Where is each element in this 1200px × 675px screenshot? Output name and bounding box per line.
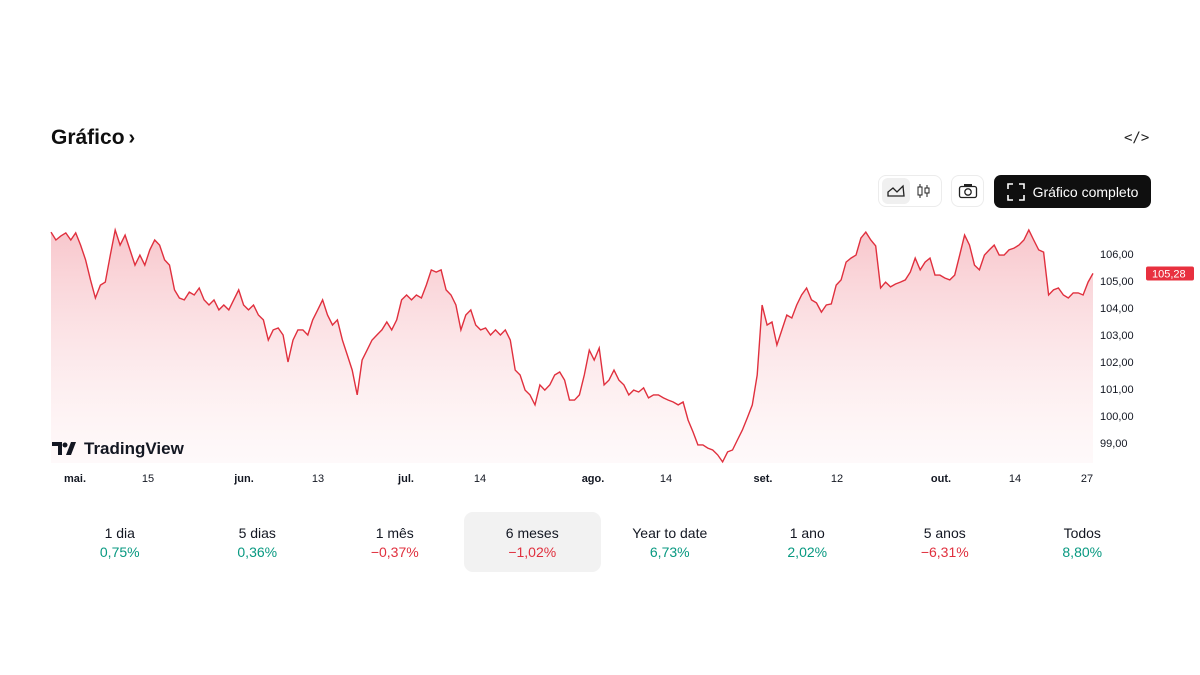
period-tab[interactable]: 6 meses −1,02% [463, 512, 601, 572]
full-chart-label: Gráfico completo [1032, 183, 1139, 200]
y-tick-label: 103,00 [1100, 330, 1134, 342]
period-label: 5 dias [238, 524, 276, 541]
x-tick-label: 15 [142, 473, 154, 485]
fullscreen-icon [1006, 182, 1025, 201]
full-chart-button[interactable]: Gráfico completo [994, 175, 1151, 208]
x-tick-label: 14 [474, 473, 486, 485]
y-tick-label: 105,00 [1100, 276, 1134, 288]
period-label: 1 dia [104, 524, 135, 541]
x-tick-label: 12 [831, 473, 843, 485]
y-tick-label: 99,00 [1100, 438, 1128, 450]
period-change: 2,02% [787, 543, 828, 560]
period-change: 6,73% [649, 543, 690, 560]
period-label: 1 mês [375, 524, 414, 541]
period-label: 5 anos [923, 524, 966, 541]
snapshot-button[interactable] [951, 175, 984, 207]
period-tab[interactable]: 5 anos −6,31% [876, 512, 1014, 572]
brand-name: TradingView [84, 439, 184, 458]
period-change: −1,02% [508, 543, 557, 560]
period-change: −0,37% [370, 543, 419, 560]
period-tab[interactable]: 5 dias 0,36% [189, 512, 327, 572]
period-label: Year to date [632, 524, 708, 541]
y-tick-label: 101,00 [1100, 384, 1134, 396]
chart-title: Gráfico [51, 126, 125, 149]
period-change: 0,36% [237, 543, 278, 560]
period-tab[interactable]: Year to date 6,73% [601, 512, 739, 572]
code-icon[interactable]: </> [1124, 130, 1150, 146]
period-label: Todos [1063, 524, 1101, 541]
x-tick-label: out. [931, 473, 951, 485]
period-tab[interactable]: 1 ano 2,02% [739, 512, 877, 572]
x-tick-label: 14 [660, 473, 672, 485]
x-tick-label: set. [754, 473, 773, 485]
camera-icon [958, 184, 978, 199]
y-tick-label: 104,00 [1100, 303, 1134, 315]
y-tick-label: 100,00 [1100, 411, 1134, 423]
x-tick-label: ago. [582, 473, 605, 485]
x-tick-label: 14 [1009, 473, 1021, 485]
period-change: 8,80% [1062, 543, 1103, 560]
tradingview-icon [52, 442, 76, 455]
price-area-fill [51, 230, 1093, 463]
x-tick-label: mai. [64, 473, 86, 485]
period-label: 1 ano [789, 524, 825, 541]
period-label: 6 meses [505, 524, 559, 541]
area-chart-button[interactable] [882, 178, 910, 204]
chevron-right-icon: › [128, 127, 136, 149]
period-tab[interactable]: 1 dia 0,75% [51, 512, 189, 572]
x-tick-label: jul. [397, 473, 414, 485]
y-tick-label: 102,00 [1100, 357, 1134, 369]
x-tick-label: 13 [312, 473, 324, 485]
candlestick-button[interactable] [910, 178, 938, 204]
tradingview-logo[interactable]: TradingView [52, 439, 184, 459]
period-tab[interactable]: 1 mês −0,37% [326, 512, 464, 572]
area-chart-icon [887, 184, 905, 197]
last-price-label: 105,28 [1152, 268, 1186, 280]
period-tab[interactable]: Todos 8,80% [1014, 512, 1152, 572]
chart-title-link[interactable]: Gráfico › [51, 126, 135, 150]
last-price-badge [1146, 266, 1194, 281]
price-line [50, 227, 1094, 464]
candlestick-icon [917, 184, 930, 198]
x-tick-label: jun. [233, 473, 254, 485]
period-change: −6,31% [920, 543, 969, 560]
period-change: 0,75% [99, 543, 140, 560]
chart-type-toggle [878, 175, 942, 207]
period-selector: 1 dia 0,75% 5 dias 0,36% 1 mês −0,37% 6 meses −… [51, 512, 1151, 572]
y-tick-label: 106,00 [1100, 249, 1134, 261]
x-tick-label: 27 [1081, 473, 1093, 485]
